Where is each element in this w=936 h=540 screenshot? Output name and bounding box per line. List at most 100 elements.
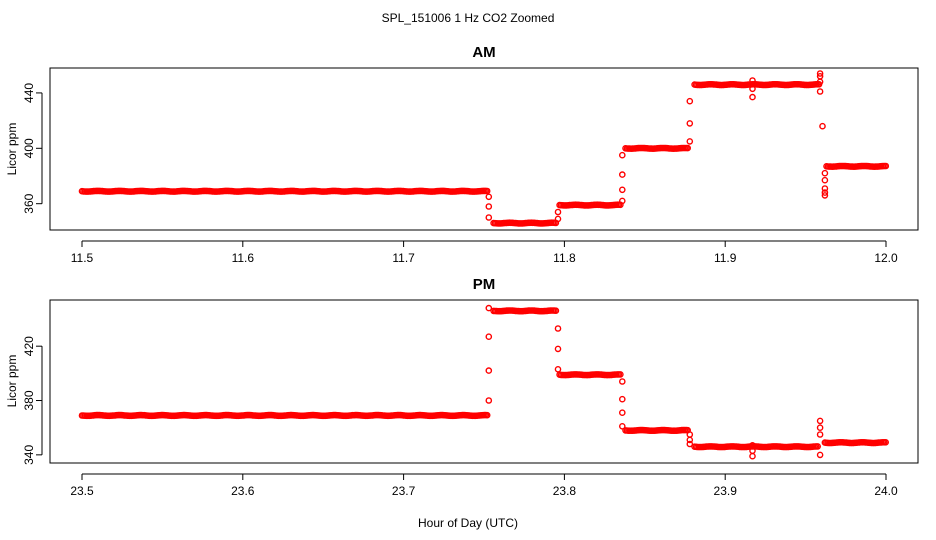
data-run-pm-5 [821,438,890,447]
x-tick-label: 23.5 [70,484,94,498]
data-point [619,378,626,385]
transition-points-am-7 [821,169,829,199]
data-point [686,138,694,145]
data-point [816,424,824,432]
data-point [485,203,493,210]
y-axis-label-pm: Licor ppm [5,355,19,408]
panel-am: AM 11.5 11.6 11.7 11.8 11.9 12.0 360 400 440 Li… [5,44,919,265]
data-point [485,367,493,374]
data-point [816,88,824,95]
data-point [816,431,824,438]
transition-points-pm-3 [686,431,694,448]
y-tick-label: 420 [22,336,36,356]
data-point [483,187,491,195]
data-point [686,440,694,448]
data-point [554,325,562,332]
data-point [485,214,493,221]
transition-points-am-0 [485,193,493,221]
data-run-pm-1 [490,307,560,315]
plot-frame-pm [49,299,919,464]
transition-points-am-3 [686,97,694,145]
transition-points-am-5 [816,70,824,95]
points-am [78,70,890,227]
data-run-pm-2 [556,371,624,379]
x-tick-label: 11.9 [714,251,737,265]
data-point [554,208,562,216]
y-axis-label-am: Licor ppm [5,123,19,176]
data-point [816,417,824,425]
data-point [485,193,493,201]
data-point [485,333,493,341]
data-point [554,345,562,353]
x-tick-label: 11.8 [553,251,576,265]
data-run-am-0 [78,187,491,195]
data-point [619,186,626,194]
data-point [552,307,560,315]
transition-points-pm-4 [749,441,756,460]
data-point [485,397,493,404]
data-point [554,365,562,373]
data-point [749,93,756,101]
y-tick-label: 380 [22,390,36,410]
data-point [821,169,829,177]
panel-title-am: AM [472,44,495,61]
x-axis-label: Hour of Day (UTC) [418,516,518,530]
x-tick-label: 23.7 [392,484,416,498]
x-tick-label: 23.8 [553,484,577,498]
plot-frame-am [49,67,919,231]
data-run-am-2 [556,201,624,209]
data-run-pm-0 [78,411,491,420]
data-point [619,422,626,430]
transition-points-pm-0 [485,304,493,404]
points-pm [78,304,890,460]
data-point [821,192,829,199]
data-point [684,144,692,152]
data-run-am-4 [691,81,823,89]
x-tick-label: 23.6 [231,484,255,498]
data-point [821,176,829,184]
x-tick-label: 11.5 [71,251,94,265]
data-point [686,436,694,444]
x-axis-pm: 23.5 23.6 23.7 23.8 23.9 24.0 [70,473,898,498]
data-run-am-3 [622,144,692,152]
data-run-am-5 [823,162,890,170]
panel-pm: PM 23.5 23.6 23.7 23.8 23.9 24.0 340 380 420 Li… [5,276,919,498]
data-point [619,409,626,417]
x-tick-label: 11.7 [392,251,415,265]
x-tick-label: 24.0 [874,484,898,498]
data-point [619,151,626,159]
y-tick-label: 340 [22,445,36,465]
data-point [821,185,829,192]
y-axis-am: 360 400 440 [22,83,43,214]
data-point [882,438,890,446]
data-point [821,189,829,196]
transition-points-am-1 [554,208,562,223]
x-axis-am: 11.5 11.6 11.7 11.8 11.9 12.0 [71,240,898,265]
data-point [749,452,756,460]
y-tick-label: 360 [22,193,36,213]
transition-points-am-6 [819,122,826,130]
data-point [686,97,694,105]
data-run-am-1 [490,219,560,227]
data-point [749,85,756,93]
x-tick-label: 11.6 [232,251,255,265]
transition-points-pm-2 [619,378,626,430]
data-point [619,197,626,205]
transition-points-am-2 [619,151,626,205]
y-axis-pm: 340 380 420 [22,336,43,465]
x-tick-label: 12.0 [874,251,898,265]
data-point [483,411,491,419]
data-run-pm-3 [622,426,692,435]
y-tick-label: 400 [22,138,36,158]
data-point [816,451,824,459]
panel-title-pm: PM [473,276,496,293]
transition-points-am-4 [749,77,756,101]
data-point [619,171,626,178]
transition-points-pm-1 [554,325,562,373]
data-point [686,120,694,127]
data-point [816,78,824,86]
y-tick-label: 440 [22,83,36,103]
data-point [749,77,756,84]
x-tick-label: 23.9 [714,484,738,498]
